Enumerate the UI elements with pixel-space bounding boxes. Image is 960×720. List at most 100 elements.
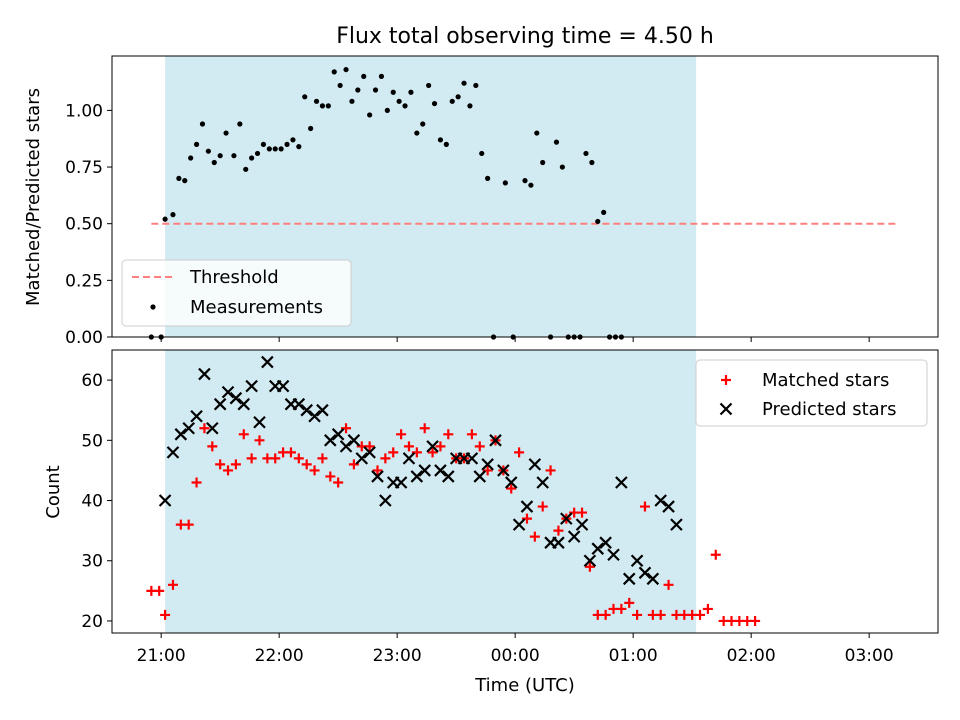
measurement-point: [284, 141, 290, 147]
predicted-star-point: [379, 494, 392, 507]
predicted-star-point: [646, 572, 660, 586]
legend-measurement-label: Measurements: [190, 297, 323, 318]
bottom-points-layer: [146, 355, 761, 626]
matched-star-point: [695, 609, 706, 620]
matched-star-point: [750, 615, 761, 626]
top-y-tick-label: 1.00: [65, 101, 103, 121]
matched-star-point: [380, 453, 391, 464]
measurement-point: [431, 100, 438, 107]
measurement-point: [170, 212, 176, 218]
predicted-star-point: [229, 391, 243, 405]
matched-star-point: [301, 459, 312, 470]
predicted-star-point: [599, 536, 612, 549]
measurement-point: [528, 182, 534, 188]
matched-star-point: [223, 465, 234, 476]
predicted-star-point: [347, 434, 361, 447]
measurement-point: [534, 130, 540, 136]
measurement-point: [485, 175, 491, 181]
matched-star-point: [254, 435, 265, 446]
measurement-point: [540, 159, 546, 166]
top-y-tick-label: 0.00: [65, 328, 103, 348]
bottom-band-layer: [165, 350, 697, 633]
matched-star-point: [514, 447, 525, 458]
legend-predicted-label: Predicted stars: [762, 399, 896, 420]
top-legend: Threshold Measurements: [121, 259, 352, 327]
matched-star-point: [285, 447, 296, 458]
matched-star-point: [199, 423, 210, 434]
measurement-point: [272, 146, 278, 152]
measurement-point: [349, 98, 355, 104]
measurement-point: [308, 125, 314, 132]
predicted-star-point: [190, 409, 203, 423]
bottom-y-tick-label: 20: [81, 612, 103, 632]
measurement-point: [522, 178, 528, 184]
predicted-star-point: [591, 542, 605, 555]
predicted-star-point: [473, 470, 487, 483]
measurement-point: [461, 80, 467, 86]
measurement-point: [343, 66, 349, 73]
measurement-point: [372, 87, 379, 93]
predicted-star-point: [567, 530, 581, 543]
measurement-point: [231, 153, 237, 159]
predicted-star-point: [560, 512, 573, 525]
predicted-star-point: [520, 500, 534, 513]
predicted-star-point: [261, 355, 274, 369]
measurement-point: [467, 103, 473, 109]
measurement-point: [361, 73, 367, 79]
matched-star-point: [702, 603, 713, 614]
measurement-point: [260, 141, 267, 147]
measurement-point: [355, 87, 361, 93]
matched-star-point: [396, 429, 407, 440]
bottom-x-tick-label: 01:00: [609, 646, 658, 666]
bottom-panel: 20 30 40 50 60 21:00 22:00 23:00 00:00 01:00 02:0…: [43, 349, 939, 696]
bottom-x-tick-label: 21:00: [137, 646, 186, 666]
predicted-star-point: [575, 518, 589, 531]
predicted-star-point: [536, 476, 549, 489]
top-frame: [111, 55, 939, 338]
measurement-point: [420, 121, 426, 127]
measurement-point: [390, 89, 396, 95]
predicted-star-point: [371, 470, 384, 483]
measurement-point: [182, 178, 188, 184]
predicted-star-point: [607, 548, 620, 562]
matched-star-point: [506, 483, 517, 494]
matched-star-point: [529, 531, 540, 542]
predicted-star-point: [237, 397, 251, 411]
observing-window-band: [165, 350, 697, 633]
predicted-star-point: [308, 409, 321, 423]
bottom-x-tick-label: 02:00: [727, 646, 776, 666]
measurement-point: [443, 141, 449, 147]
measurement-point: [243, 166, 249, 172]
bottom-y-axis: 20 30 40 50 60: [81, 371, 112, 632]
measurement-point: [455, 94, 461, 100]
predicted-star-point: [253, 415, 266, 429]
measurement-point: [378, 73, 385, 79]
measurement-point: [249, 155, 255, 161]
matched-star-point: [474, 441, 485, 452]
predicted-star-point: [630, 554, 644, 568]
measurement-point: [502, 180, 508, 186]
predicted-star-point: [418, 464, 431, 477]
measurement-point: [553, 139, 560, 145]
predicted-star-point: [158, 494, 172, 507]
matched-star-point: [333, 477, 344, 488]
top-y-axis: 0.00 0.25 0.50 0.75 1.00: [65, 101, 112, 348]
legend-matched-label: Matched stars: [762, 370, 889, 391]
matched-star-point: [238, 429, 249, 440]
predicted-star-point: [670, 518, 683, 531]
matched-star-point: [215, 459, 226, 470]
bottom-frame: [111, 349, 939, 634]
measurement-point: [367, 112, 373, 118]
measurement-point: [223, 130, 229, 136]
matched-star-point: [183, 519, 194, 530]
measurement-point: [589, 159, 595, 166]
matched-star-point: [191, 477, 202, 488]
matched-star-point: [624, 597, 635, 608]
matched-star-point: [317, 453, 328, 464]
matched-star-point: [466, 429, 477, 440]
measurement-point: [162, 216, 168, 222]
predicted-star-point: [394, 476, 408, 489]
legend-measurement-swatch: [150, 304, 156, 310]
predicted-star-point: [442, 470, 455, 483]
matched-star-point: [270, 453, 281, 464]
